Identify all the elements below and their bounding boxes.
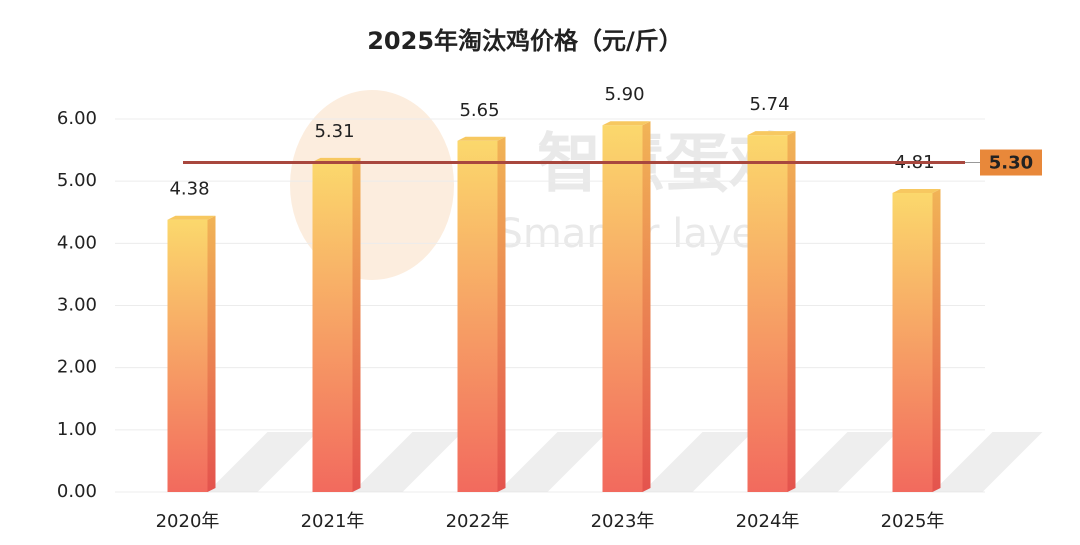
- y-tick-label: 6.00: [57, 108, 97, 129]
- bar-shadow: [352, 432, 463, 492]
- bar-top: [747, 131, 796, 136]
- bar-shadow: [932, 432, 1043, 492]
- y-tick-label: 1.00: [57, 419, 97, 440]
- bar-side: [352, 157, 361, 492]
- bar-side: [207, 215, 216, 492]
- y-tick-label: 3.00: [57, 295, 97, 316]
- bar-side: [932, 188, 941, 492]
- bar-shadow: [207, 432, 318, 492]
- chart-title: 2025年淘汰鸡价格（元/斤）: [367, 27, 683, 55]
- bar-shadow: [642, 432, 753, 492]
- bar-top: [312, 157, 361, 162]
- bar: [602, 125, 643, 492]
- y-tick-label: 2.00: [57, 357, 97, 378]
- value-label: 4.38: [169, 179, 209, 200]
- x-tick-label: 2024年: [736, 511, 800, 532]
- x-tick-label: 2020年: [156, 511, 220, 532]
- x-tick-label: 2021年: [301, 511, 365, 532]
- bar-side: [787, 131, 796, 492]
- bar: [747, 135, 788, 492]
- bar-top: [457, 136, 506, 141]
- bar-side: [497, 136, 506, 492]
- bar: [167, 219, 208, 492]
- value-label: 5.90: [604, 84, 644, 105]
- value-label: 5.65: [459, 100, 499, 121]
- bar-shadow: [787, 432, 898, 492]
- bar-shadow: [497, 432, 608, 492]
- x-tick-label: 2023年: [591, 511, 655, 532]
- bar: [892, 192, 933, 492]
- bar-side: [642, 121, 651, 492]
- bar-top: [167, 215, 216, 220]
- y-tick-label: 0.00: [57, 481, 97, 502]
- x-tick-label: 2022年: [446, 511, 510, 532]
- reference-label-box: [980, 149, 1042, 176]
- value-label: 5.31: [314, 121, 354, 142]
- y-tick-label: 5.00: [57, 170, 97, 191]
- bar-top: [892, 188, 941, 193]
- x-tick-label: 2025年: [881, 511, 945, 532]
- bar: [312, 161, 353, 492]
- bar-top: [602, 121, 651, 126]
- reference-label: 5.30: [989, 153, 1033, 174]
- bar: [457, 140, 498, 492]
- y-tick-label: 4.00: [57, 232, 97, 253]
- value-label: 5.74: [749, 94, 789, 115]
